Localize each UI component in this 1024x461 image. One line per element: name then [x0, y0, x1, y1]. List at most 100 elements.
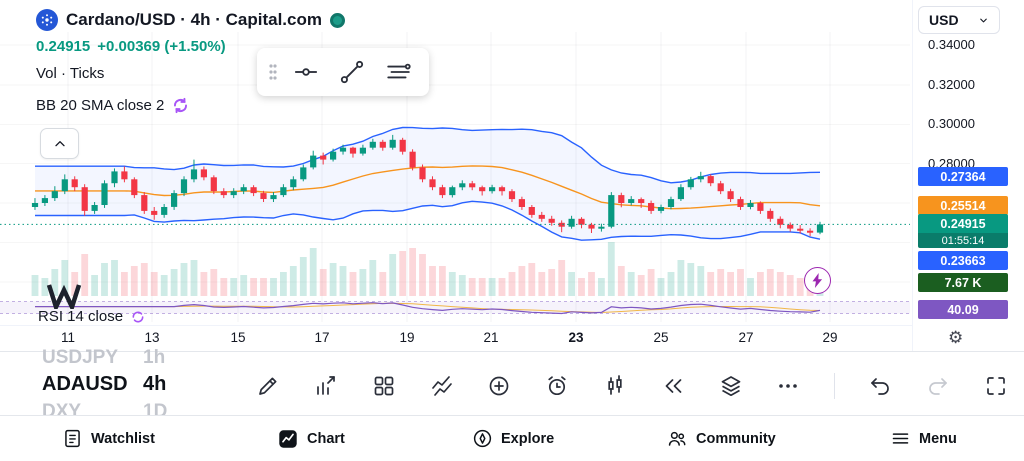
watermark-logo: [46, 284, 82, 309]
compare-lines-icon: [431, 376, 452, 396]
symbol-row-usdjpy[interactable]: USDJPY 1h: [42, 347, 165, 369]
redo-button[interactable]: [925, 374, 950, 399]
alert-button[interactable]: [545, 374, 570, 399]
time-tick: 19: [399, 330, 415, 345]
symbol-name: USDJPY: [42, 347, 119, 368]
layers-icon: [721, 376, 740, 397]
grid-layout-icon: [374, 376, 394, 396]
symbol-timeframe: 1h: [143, 347, 166, 368]
horizontal-line-tool-button[interactable]: [283, 52, 329, 92]
nav-label: Explore: [501, 430, 555, 447]
trend-line-icon: [340, 60, 364, 84]
compass-icon: [473, 429, 492, 448]
ellipsis-icon: [779, 384, 798, 388]
redo-icon: [929, 378, 947, 395]
time-tick: 23: [568, 330, 584, 345]
bb-sync-icon[interactable]: [171, 96, 190, 115]
badge-value: 0.27364: [918, 167, 1008, 186]
undo-button[interactable]: [868, 374, 893, 399]
people-icon: [668, 431, 686, 446]
time-tick: 11: [60, 330, 76, 345]
drag-handle[interactable]: [263, 62, 283, 82]
time-tick: 27: [738, 330, 754, 345]
nav-menu[interactable]: Menu: [890, 416, 957, 461]
drawing-tools-popup: [257, 48, 429, 96]
flash-trade-button[interactable]: [804, 267, 831, 294]
bb-legend-label: BB 20 SMA close 2: [36, 97, 165, 114]
symbol-title[interactable]: Cardano/USD · 4h · Capital.com: [66, 10, 322, 29]
time-tick: 25: [653, 330, 669, 345]
parallel-lines-icon: [387, 63, 411, 79]
rsi-sync-icon[interactable]: [130, 309, 146, 325]
draw-button[interactable]: [256, 374, 281, 399]
badge-value: 0.23663: [918, 251, 1008, 270]
last-price-row: 0.24915 +0.00369 (+1.50%): [36, 38, 226, 55]
symbol-timeframe: 4h: [143, 373, 167, 395]
badge-value: 0.24915: [918, 214, 1008, 233]
chevron-up-icon: [54, 140, 65, 146]
price-label-badge: 7.67 K: [918, 273, 1008, 292]
object-tree-button[interactable]: [718, 374, 743, 399]
price-chart-canvas[interactable]: [0, 0, 1024, 352]
chevron-down-icon: [980, 18, 987, 22]
layout-button[interactable]: [372, 374, 397, 399]
badge-value: 0.25514: [918, 196, 1008, 215]
price-axis[interactable]: 0.34000 0.32000 0.30000 0.28000 0.27364 0.255…: [916, 0, 1020, 352]
currency-selector[interactable]: USD: [918, 6, 1000, 34]
currency-value: USD: [929, 12, 959, 28]
parallel-lines-tool-button[interactable]: [375, 52, 421, 92]
bb-legend[interactable]: BB 20 SMA close 2: [36, 96, 190, 115]
nav-label: Menu: [919, 430, 957, 447]
time-tick: 17: [314, 330, 330, 345]
nav-label: Watchlist: [91, 430, 155, 447]
watchlist-icon: [65, 429, 80, 448]
chart-settings-gear-icon[interactable]: ⚙: [948, 328, 964, 347]
price-tick: 0.34000: [928, 37, 975, 52]
candles-icon: [608, 375, 622, 395]
price-tick: 0.30000: [928, 116, 975, 131]
chart-toolbar: [256, 363, 1008, 409]
time-tick: 29: [822, 330, 838, 345]
time-axis-bottom-border: [0, 351, 1024, 352]
add-button[interactable]: [487, 374, 512, 399]
symbol-header[interactable]: Cardano/USD · 4h · Capital.com: [36, 9, 345, 31]
replay-button[interactable]: [660, 374, 685, 399]
badge-countdown: 01:55:14: [918, 233, 1008, 248]
badge-value: 7.67 K: [918, 273, 1008, 292]
price-label-badge: 0.25514: [918, 196, 1008, 215]
axis-divider: [912, 0, 913, 351]
price-tick: 0.32000: [928, 77, 975, 92]
more-button[interactable]: [776, 374, 801, 399]
time-tick: 15: [230, 330, 246, 345]
nav-watchlist[interactable]: Watchlist: [62, 416, 155, 461]
price-label-badge: 0.23663: [918, 251, 1008, 270]
symbol-row-adausd[interactable]: ADAUSD 4h: [42, 373, 166, 396]
nav-community[interactable]: Community: [666, 416, 776, 461]
nav-label: Community: [696, 430, 776, 447]
horizontal-line-icon: [295, 68, 317, 76]
capital-logo-icon: [329, 12, 345, 28]
nav-explore[interactable]: Explore: [472, 416, 554, 461]
volume-legend-label: Vol · Ticks: [36, 65, 105, 82]
badge-value: 40.09: [918, 300, 1008, 319]
fullscreen-button[interactable]: [983, 374, 1008, 399]
rsi-legend[interactable]: RSI 14 close: [38, 308, 146, 325]
time-tick: 13: [144, 330, 160, 345]
trade-button[interactable]: [603, 374, 628, 399]
nav-chart[interactable]: Chart: [277, 416, 345, 461]
indicators-button[interactable]: [314, 374, 339, 399]
volume-legend[interactable]: Vol · Ticks: [36, 65, 104, 82]
chart-icon: [279, 429, 297, 448]
trend-line-tool-button[interactable]: [329, 52, 375, 92]
collapse-legend-button[interactable]: [40, 128, 79, 159]
compare-button[interactable]: [429, 374, 454, 399]
cardano-logo-icon: [36, 9, 58, 31]
lightning-icon: [812, 273, 823, 288]
pencil-icon: [259, 377, 277, 395]
price-label-badge: 40.09: [918, 300, 1008, 319]
last-price: 0.24915: [36, 38, 91, 55]
time-axis[interactable]: 11 13 15 17 19 21 23 25 27 29: [0, 326, 912, 352]
rewind-icon: [665, 379, 682, 393]
plus-circle-icon: [490, 376, 509, 396]
